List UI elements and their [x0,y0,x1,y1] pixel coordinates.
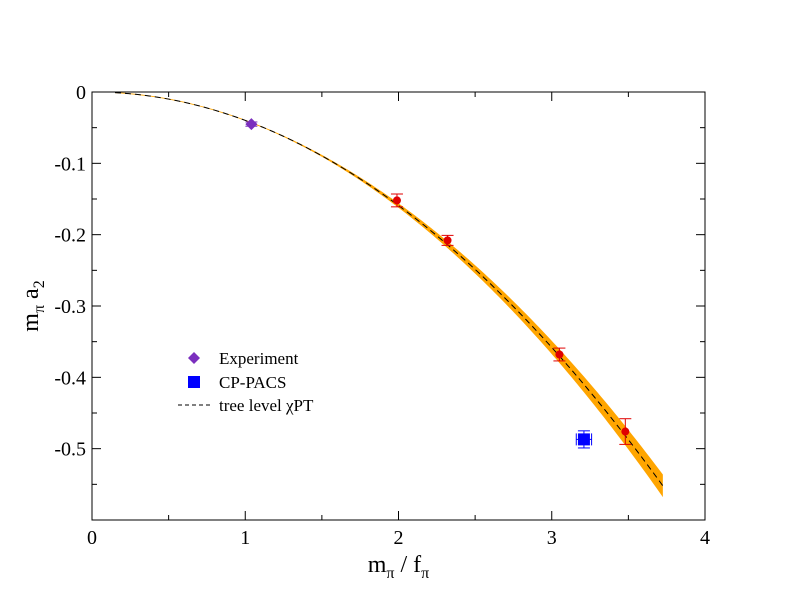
y-tick-label: -0.1 [54,153,86,175]
legend-experiment-label: Experiment [219,349,299,368]
y-axis-label: mπ a2 [18,280,48,331]
x-tick-label: 1 [240,527,250,549]
legend-cp-pacs-marker [188,376,200,388]
legend: Experiment CP-PACS tree level χPT [178,349,314,415]
y-tick-label: 0 [76,82,86,104]
x-tick-label: 4 [700,527,710,549]
y-tick-label: -0.4 [54,367,86,389]
tree-level-line [114,92,664,487]
x-tick-label: 0 [87,527,97,549]
y-tick-label: -0.3 [54,296,86,318]
x-axis-label: mπ / fπ [368,552,430,582]
x-tick-label: 3 [547,527,557,549]
x-tick-label: 2 [394,527,404,549]
legend-experiment-marker [188,352,200,364]
cp-pacs-point [577,433,590,446]
axis-ticks: 0 1 2 3 4 0 -0.1 -0.2 -0.3 -0.4 -0.5 [54,82,710,549]
legend-tree-level-label: tree level χPT [219,396,314,415]
tree-level-curve [114,92,664,487]
lattice-point [392,196,401,205]
data-points [245,118,632,449]
y-tick-label: -0.2 [54,225,86,247]
legend-cp-pacs-label: CP-PACS [219,373,286,392]
y-tick-label: -0.5 [54,439,86,461]
lattice-point [555,350,564,359]
experiment-point [245,118,258,131]
lattice-point [621,427,630,436]
plot-frame [91,91,706,521]
lattice-point [443,236,452,245]
